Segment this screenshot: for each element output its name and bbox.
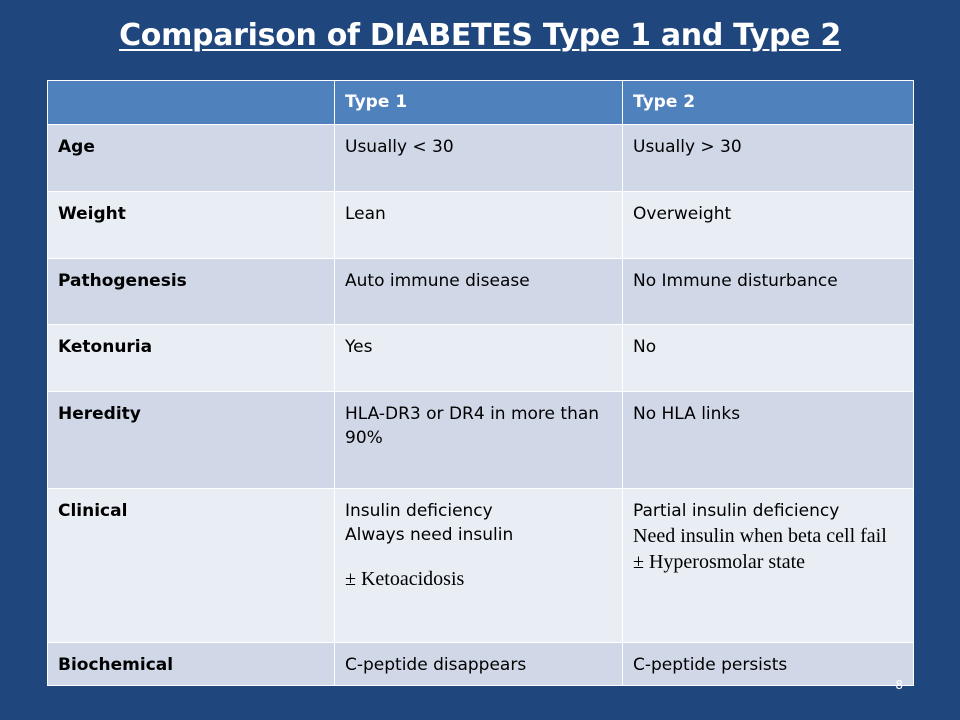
clinical-type1-line: ± Ketoacidosis [345, 567, 465, 590]
type1-cell: Yes [334, 323, 623, 392]
row-label: Clinical [47, 487, 335, 643]
header-cell-empty [47, 80, 335, 125]
header-cell-type1: Type 1 [334, 80, 623, 125]
type2-cell: No [622, 323, 914, 392]
table-row-weight: Weight Lean Overweight [47, 190, 914, 259]
row-label: Weight [47, 190, 335, 259]
type2-cell: Overweight [622, 190, 914, 259]
slide-title: Comparison of DIABETES Type 1 and Type 2 [119, 18, 841, 53]
type1-cell: Lean [334, 190, 623, 259]
table-row-heredity: Heredity HLA-DR3 or DR4 in more than 90%… [47, 390, 914, 489]
type2-cell: No Immune disturbance [622, 257, 914, 325]
table-row-ketonuria: Ketonuria Yes No [47, 323, 914, 392]
table-row-biochemical: Biochemical C-peptide disappears C-pepti… [47, 641, 914, 687]
type1-cell: Insulin deficiency Always need insulin ±… [334, 487, 623, 643]
slide-number: 8 [895, 678, 903, 692]
row-label: Ketonuria [47, 323, 335, 392]
type2-cell: Usually > 30 [622, 123, 914, 192]
type2-cell: No HLA links [622, 390, 914, 489]
type2-cell: Partial insulin deficiency Need insulin … [622, 487, 914, 643]
line-spacer [345, 548, 612, 566]
clinical-type1-line: Always need insulin [345, 525, 514, 546]
header-cell-type2: Type 2 [622, 80, 914, 125]
type1-cell: Usually < 30 [334, 123, 623, 192]
type1-cell: C-peptide disappears [334, 641, 623, 687]
type1-cell: Auto immune disease [334, 257, 623, 325]
type2-cell: C-peptide persists [622, 641, 914, 687]
clinical-type2-line: Need insulin when beta cell fail [633, 525, 887, 548]
table-header-row: Type 1 Type 2 [47, 80, 914, 125]
type1-cell: HLA-DR3 or DR4 in more than 90% [334, 390, 623, 489]
clinical-type2-line: ± Hyperosmolar state [633, 551, 806, 574]
table-row-clinical: Clinical Insulin deficiency Always need … [47, 487, 914, 643]
row-label: Heredity [47, 390, 335, 489]
table-row-pathogenesis: Pathogenesis Auto immune disease No Immu… [47, 257, 914, 325]
row-label: Pathogenesis [47, 257, 335, 325]
table-row-age: Age Usually < 30 Usually > 30 [47, 123, 914, 192]
comparison-table: Type 1 Type 2 Age Usually < 30 Usually >… [47, 80, 914, 687]
clinical-type1-line: Insulin deficiency [345, 500, 493, 521]
row-label: Age [47, 123, 335, 192]
clinical-type2-line: Partial insulin deficiency [633, 500, 840, 521]
row-label: Biochemical [47, 641, 335, 687]
